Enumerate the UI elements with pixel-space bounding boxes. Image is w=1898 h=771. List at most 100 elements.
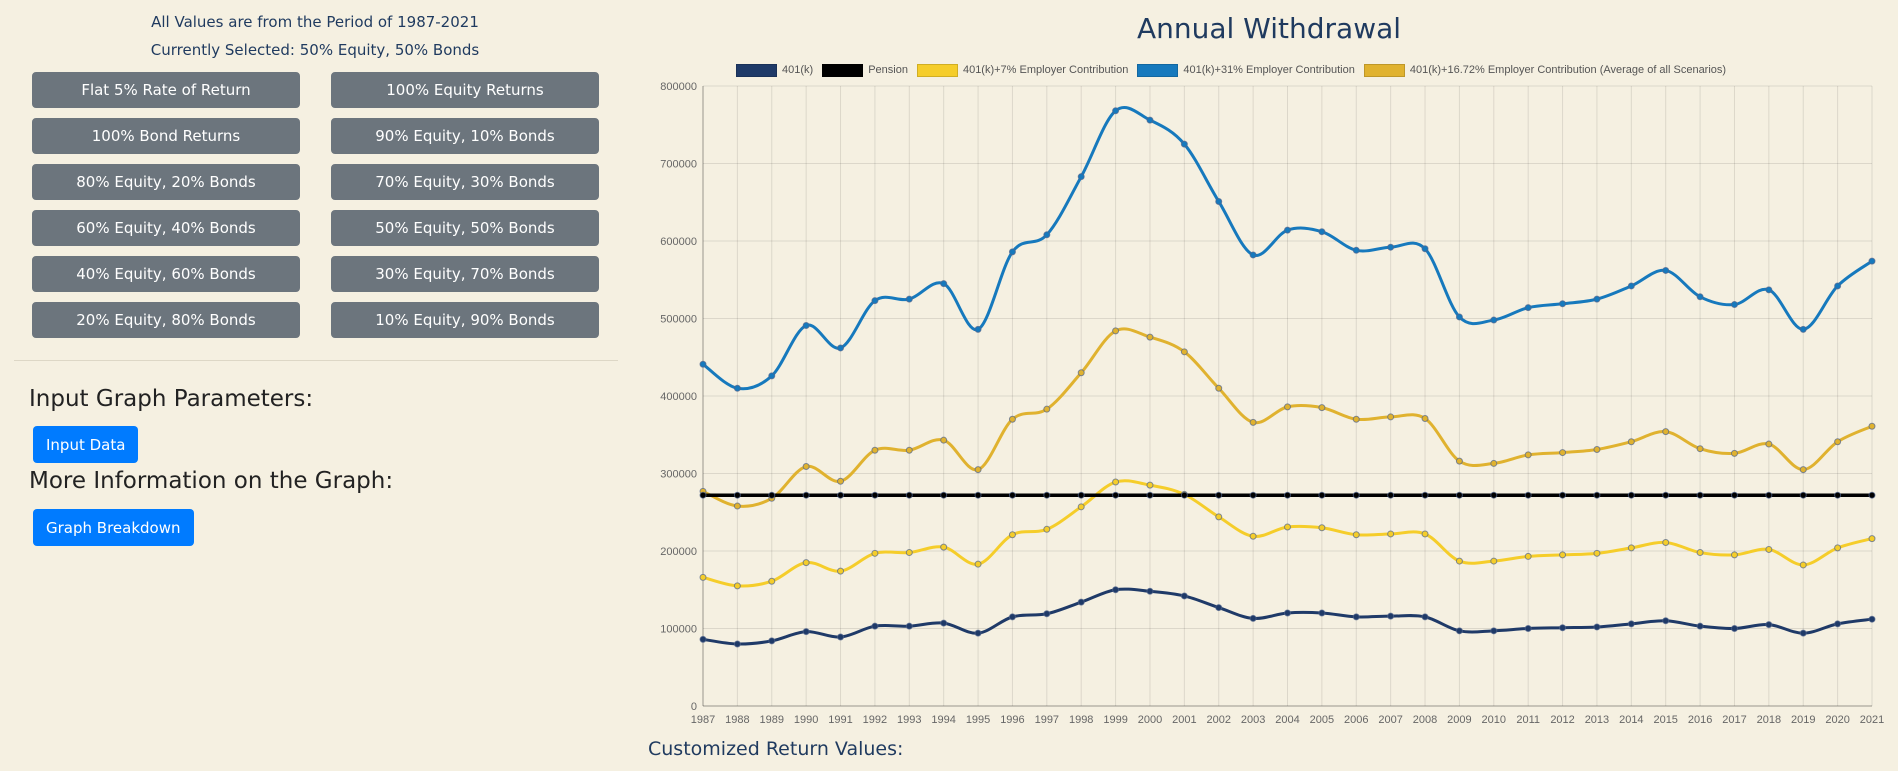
data-point (940, 543, 948, 551)
scenario-button-10-90[interactable]: 10% Equity, 90% Bonds (331, 302, 599, 338)
data-point (1799, 466, 1807, 474)
data-point (1627, 620, 1635, 628)
data-point (1593, 491, 1601, 499)
data-point (1627, 438, 1635, 446)
data-point (1318, 609, 1326, 617)
data-point (1146, 481, 1154, 489)
data-point (1077, 369, 1085, 377)
x-tick-label: 1993 (897, 714, 921, 726)
left-panel: All Values are from the Period of 1987-2… (0, 0, 630, 771)
data-point (1215, 384, 1223, 392)
data-point (837, 567, 845, 575)
scenario-button-flat-5[interactable]: Flat 5% Rate of Return (32, 72, 300, 108)
x-tick-label: 1998 (1069, 714, 1093, 726)
legend-item[interactable]: 401(k)+16.72% Employer Contribution (Ave… (1363, 63, 1727, 77)
data-point (974, 325, 982, 333)
x-tick-label: 2011 (1516, 714, 1540, 726)
data-point (1834, 438, 1842, 446)
data-point (1799, 491, 1807, 499)
scenario-button-30-70[interactable]: 30% Equity, 70% Bonds (331, 256, 599, 292)
data-point (1593, 445, 1601, 453)
data-point (1868, 615, 1876, 623)
data-point (1043, 405, 1051, 413)
data-point (1112, 327, 1120, 335)
legend-item[interactable]: 401(k) (736, 63, 813, 77)
data-point (1112, 478, 1120, 486)
data-point (940, 280, 948, 288)
data-point (1352, 531, 1360, 539)
legend-item[interactable]: Pension (822, 63, 908, 77)
data-point (1799, 325, 1807, 333)
data-point (1284, 491, 1291, 499)
data-point (768, 372, 776, 380)
data-point (1593, 623, 1601, 631)
legend-item[interactable]: 401(k)+31% Employer Contribution (1137, 63, 1355, 77)
data-point (974, 491, 982, 499)
x-tick-label: 1996 (1000, 714, 1024, 726)
data-point (1077, 598, 1085, 606)
data-point (837, 477, 845, 485)
data-point (871, 549, 879, 557)
y-tick-label: 800000 (660, 81, 697, 93)
scenario-button-50-50[interactable]: 50% Equity, 50% Bonds (331, 210, 599, 246)
data-point (1180, 140, 1188, 148)
x-tick-label: 2007 (1378, 714, 1402, 726)
scenario-button-60-40[interactable]: 60% Equity, 40% Bonds (32, 210, 300, 246)
data-point (1524, 552, 1532, 560)
data-point (871, 446, 879, 454)
data-point (1834, 491, 1842, 499)
legend-label: Pension (868, 64, 908, 76)
data-point (1868, 422, 1876, 430)
data-point (1696, 549, 1704, 557)
scenario-button-70-30[interactable]: 70% Equity, 30% Bonds (331, 164, 599, 200)
data-point (1284, 226, 1291, 234)
data-point (1765, 286, 1773, 294)
data-point (1146, 587, 1154, 595)
data-point (1696, 445, 1704, 453)
x-tick-label: 1989 (760, 714, 784, 726)
scenario-button-100-equity[interactable]: 100% Equity Returns (331, 72, 599, 108)
x-tick-label: 2014 (1619, 714, 1643, 726)
data-point (1490, 316, 1498, 324)
x-tick-label: 2004 (1275, 714, 1299, 726)
y-tick-label: 700000 (660, 159, 697, 171)
x-tick-label: 1997 (1035, 714, 1059, 726)
data-point (1559, 449, 1567, 457)
data-point (1112, 491, 1120, 499)
x-tick-label: 2021 (1860, 714, 1884, 726)
data-point (974, 466, 982, 474)
data-point (1284, 609, 1291, 617)
data-point (1455, 627, 1463, 635)
graph-breakdown-button[interactable]: Graph Breakdown (33, 509, 194, 546)
scenario-button-90-10[interactable]: 90% Equity, 10% Bonds (331, 118, 599, 154)
data-point (1043, 491, 1051, 499)
scenario-button-20-80[interactable]: 20% Equity, 80% Bonds (32, 302, 300, 338)
legend-label: 401(k)+16.72% Employer Contribution (Ave… (1409, 64, 1727, 76)
legend-item[interactable]: 401(k)+7% Employer Contribution (916, 63, 1128, 77)
data-point (1008, 491, 1016, 499)
y-tick-label: 600000 (660, 236, 697, 248)
data-point (1696, 491, 1704, 499)
data-point (1077, 173, 1085, 181)
x-tick-label: 1995 (966, 714, 990, 726)
data-point (1421, 414, 1429, 422)
data-point (1077, 491, 1085, 499)
data-point (1662, 491, 1670, 499)
data-point (1730, 449, 1738, 457)
data-point (1799, 561, 1807, 569)
scenario-button-40-60[interactable]: 40% Equity, 60% Bonds (32, 256, 300, 292)
data-point (1868, 257, 1876, 265)
data-point (974, 629, 982, 637)
legend-swatch (916, 63, 958, 77)
data-point (1215, 491, 1223, 499)
input-data-button[interactable]: Input Data (33, 426, 139, 463)
data-point (802, 559, 810, 567)
scenario-button-100-bond[interactable]: 100% Bond Returns (32, 118, 300, 154)
scenario-button-80-20[interactable]: 80% Equity, 20% Bonds (32, 164, 300, 200)
data-point (1421, 530, 1429, 538)
data-point (1043, 231, 1051, 239)
data-point (802, 491, 810, 499)
legend-label: 401(k)+31% Employer Contribution (1183, 64, 1355, 76)
data-point (1387, 413, 1395, 421)
data-point (1627, 282, 1635, 290)
